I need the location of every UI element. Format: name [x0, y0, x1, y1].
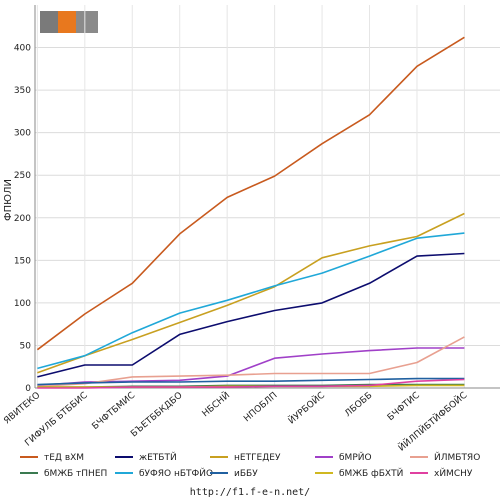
x-tick-label: БЪЕТББКДБО — [129, 391, 184, 440]
series-line-7 — [37, 377, 465, 386]
y-tick-label: 100 — [14, 299, 31, 309]
legend: тЕД вХМ жЕТБТЙ нЕТГЕДЕУ бМРЙО ЙЛМБТЯО бМЖБ тП… — [20, 451, 480, 479]
logo — [40, 11, 98, 33]
x-tick-label: БЧФТБМИС — [91, 391, 138, 432]
series-line-0 — [36, 36, 465, 351]
y-tick-label: 350 — [14, 86, 31, 96]
footer-url[interactable]: http://f1.f-e-n.net/ — [190, 487, 310, 498]
legend-item: бМЖБ фБХТЙ — [315, 467, 403, 479]
x-tick-label: БЧФТИС — [386, 391, 422, 423]
legend-item: ЙЛМБТЯО — [410, 451, 480, 463]
y-tick-label: 50 — [20, 341, 32, 351]
legend-item: бМРЙО — [315, 451, 372, 463]
x-tick-label: НПОБЛП — [242, 391, 279, 425]
legend-item: хЙМСНУ — [410, 467, 473, 479]
y-axis: 0 50 100 150 200 250 300 350 400 — [14, 44, 31, 394]
legend-label: жЕТБТЙ — [139, 451, 177, 463]
y-tick-label: 0 — [25, 384, 31, 394]
legend-label: бМЖБ фБХТЙ — [339, 467, 403, 479]
series-line-4 — [37, 336, 465, 388]
y-tick-label: 400 — [14, 44, 31, 54]
legend-label: тЕД вХМ — [44, 453, 84, 463]
series-line-3 — [37, 347, 465, 387]
plot-frame — [34, 5, 500, 389]
y-tick-label: 150 — [14, 256, 31, 266]
legend-label: хЙМСНУ — [434, 467, 473, 479]
legend-item: бМЖБ тПНЕП — [20, 469, 107, 479]
legend-item: бУФЯО нБТФЙО — [115, 467, 213, 479]
x-tick-label: ЛБОББ — [343, 391, 374, 419]
series-line-9 — [37, 378, 465, 389]
legend-label: нЕТГЕДЕУ — [234, 453, 281, 463]
legend-label: бМРЙО — [339, 451, 372, 463]
series-line-6 — [37, 232, 465, 370]
legend-label: ЙЛМБТЯО — [434, 451, 480, 463]
legend-label: бУФЯО нБТФЙО — [139, 467, 213, 479]
x-tick-label: ЙУРБОЙС — [286, 389, 327, 426]
legend-item: тЕД вХМ — [20, 453, 84, 463]
x-tick-label: ЯВИТЕКО — [2, 391, 42, 427]
legend-label: бМЖБ тПНЕП — [44, 469, 107, 479]
series-line-2 — [37, 212, 465, 374]
y-tick-label: 300 — [14, 129, 31, 139]
y-axis-label: ФПЮЛИ — [3, 179, 14, 221]
series-lines — [36, 36, 465, 389]
y-tick-label: 250 — [14, 171, 31, 181]
x-tick-label: НБСНЙ — [199, 389, 232, 419]
legend-item: нЕТГЕДЕУ — [210, 453, 281, 463]
grid — [35, 5, 500, 389]
y-tick-label: 200 — [14, 214, 31, 224]
legend-item: жЕТБТЙ — [115, 451, 177, 463]
legend-label: иББУ — [234, 469, 258, 479]
legend-item: иББУ — [210, 469, 258, 479]
series-line-1 — [37, 252, 465, 378]
